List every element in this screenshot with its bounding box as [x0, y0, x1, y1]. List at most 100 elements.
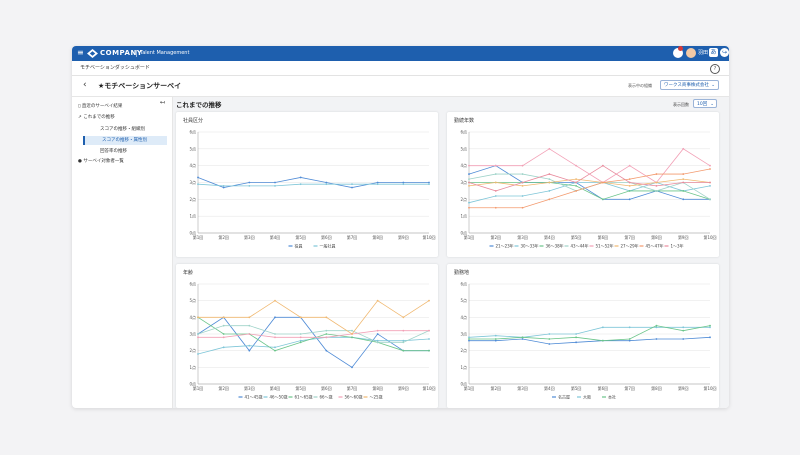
- data-point: [222, 336, 225, 339]
- y-tick-label: 3点: [189, 179, 196, 185]
- y-tick-label: 6点: [460, 129, 467, 135]
- x-tick-label: 第2回: [491, 385, 502, 391]
- series-line-1: [468, 326, 710, 338]
- data-point: [494, 190, 497, 192]
- sidebar-item-target-list[interactable]: ● サーベイ対象者一覧: [78, 158, 124, 166]
- back-arrow-icon[interactable]: ‹: [83, 80, 87, 90]
- data-point: [494, 164, 497, 167]
- logout-icon[interactable]: ↪: [720, 48, 729, 57]
- data-point: [376, 339, 379, 342]
- data-point: [274, 346, 276, 349]
- data-point: [682, 198, 685, 201]
- x-tick-label: 第1回: [464, 385, 475, 391]
- data-point: [222, 316, 225, 319]
- avatar[interactable]: [686, 48, 696, 58]
- top-bar: ≡ COMPANY Talent Management 羽田 あ ↪: [72, 46, 729, 61]
- chart-panel-1: 勤続年数 0点 1点 2点 3点 4点 5点 6点 第1回 第2回 第3回 第4回 第5回 第6回 第7回 第…: [447, 112, 719, 257]
- series-line-7: [468, 165, 710, 192]
- data-point: [628, 339, 631, 342]
- series-line-5: [198, 300, 430, 335]
- x-tick-label: 第7回: [624, 385, 635, 391]
- sidebar: ↤ ▯ 直近のサーベイ結果 ↗ これまでの推移 スコアの推移・組織別 スコアの推…: [72, 97, 173, 408]
- sidebar-item-label: サーベイ対象者一覧: [83, 159, 124, 164]
- y-tick-label: 5点: [460, 297, 467, 303]
- data-point: [601, 181, 604, 184]
- data-point: [428, 183, 430, 186]
- data-point: [575, 178, 578, 181]
- data-point: [248, 324, 251, 327]
- series-line-2: [197, 316, 429, 352]
- sidebar-item-label: 直近のサーベイ結果: [81, 104, 123, 109]
- collapse-sidebar-icon[interactable]: ↤: [160, 99, 166, 106]
- data-point: [521, 206, 524, 209]
- data-point: [428, 349, 430, 352]
- legend-label: 役員: [295, 243, 303, 249]
- x-tick-label: 第8回: [372, 385, 383, 391]
- data-point: [351, 333, 353, 335]
- x-tick-label: 第9回: [678, 234, 689, 240]
- y-tick-label: 3点: [460, 331, 467, 337]
- legend-label: 30〜33年: [521, 243, 539, 249]
- sidebar-subitem-by-attribute[interactable]: スコアの推移・属性別: [83, 136, 167, 145]
- data-point: [709, 324, 711, 327]
- data-point: [274, 349, 276, 352]
- data-point: [709, 164, 711, 167]
- sidebar-item-latest-results[interactable]: ▯ 直近のサーベイ結果: [78, 103, 122, 111]
- data-point: [494, 195, 497, 197]
- help-icon[interactable]: ?: [710, 64, 720, 74]
- data-point: [468, 184, 470, 187]
- y-tick-label: 2点: [460, 196, 467, 202]
- data-point: [468, 338, 470, 340]
- notification-bell-icon[interactable]: [673, 48, 683, 58]
- data-point: [222, 333, 225, 335]
- data-point: [248, 333, 251, 335]
- notification-badge: [678, 46, 683, 51]
- legend-label: 本社: [608, 394, 616, 400]
- data-point: [709, 198, 711, 201]
- hamburger-menu-icon[interactable]: ≡: [77, 48, 84, 57]
- x-tick-label: 第6回: [321, 385, 332, 391]
- data-point: [468, 206, 470, 209]
- brand-name: COMPANY: [100, 49, 143, 57]
- data-point: [682, 181, 685, 184]
- data-point: [376, 181, 379, 184]
- data-point: [402, 341, 405, 344]
- data-point: [428, 299, 430, 302]
- data-point: [248, 349, 251, 352]
- data-point: [402, 183, 405, 186]
- series-line-5: [468, 178, 711, 187]
- data-point: [682, 338, 685, 340]
- y-tick-label: 0点: [460, 230, 467, 236]
- chart-panel-2: 年齢 0点 1点 2点 3点 4点 5点 6点 第1回 第2回 第3回 第4回 第5回 第6回 第7回 第8回…: [176, 264, 438, 408]
- data-point: [376, 329, 379, 332]
- data-point: [299, 339, 302, 342]
- display-count-select[interactable]: 10回 ⌄: [693, 99, 717, 108]
- page-title: ★モチベーションサーベイ: [98, 82, 182, 90]
- sidebar-subitem-by-org[interactable]: スコアの推移・組織別: [83, 125, 167, 134]
- data-point: [468, 178, 470, 181]
- page-title-bar: ‹ ★モチベーションサーベイ 表示中の組織 ワークス商事株式会社 ⌄: [72, 76, 729, 97]
- sidebar-item-label: スコアの推移・組織別: [100, 127, 145, 132]
- data-point: [197, 183, 199, 186]
- x-tick-label: 第2回: [491, 234, 502, 240]
- y-tick-label: 6点: [460, 281, 467, 287]
- series-line-0: [197, 177, 429, 188]
- sidebar-item-history[interactable]: ↗ これまでの推移: [78, 114, 115, 122]
- org-selector[interactable]: ワークス商事株式会社 ⌄: [660, 80, 719, 90]
- data-point: [222, 324, 225, 327]
- series-line-0: [469, 336, 711, 345]
- y-tick-label: 1点: [460, 364, 467, 370]
- data-point: [248, 344, 251, 347]
- chart-panel-3: 勤務地 0点 1点 2点 3点 4点 5点 6点 第1回 第2回 第3回 第4回 第5回 第6回 第7回 第8…: [447, 264, 719, 408]
- data-point: [548, 181, 551, 184]
- sidebar-subitem-response-rate[interactable]: 回答率の推移: [83, 147, 167, 156]
- y-tick-label: 2点: [189, 196, 196, 202]
- data-point: [628, 181, 631, 184]
- data-point: [709, 181, 711, 184]
- data-point: [299, 333, 302, 335]
- data-point: [521, 336, 524, 339]
- data-point: [402, 339, 405, 342]
- data-point: [299, 341, 302, 344]
- user-menu-button[interactable]: あ: [709, 48, 718, 57]
